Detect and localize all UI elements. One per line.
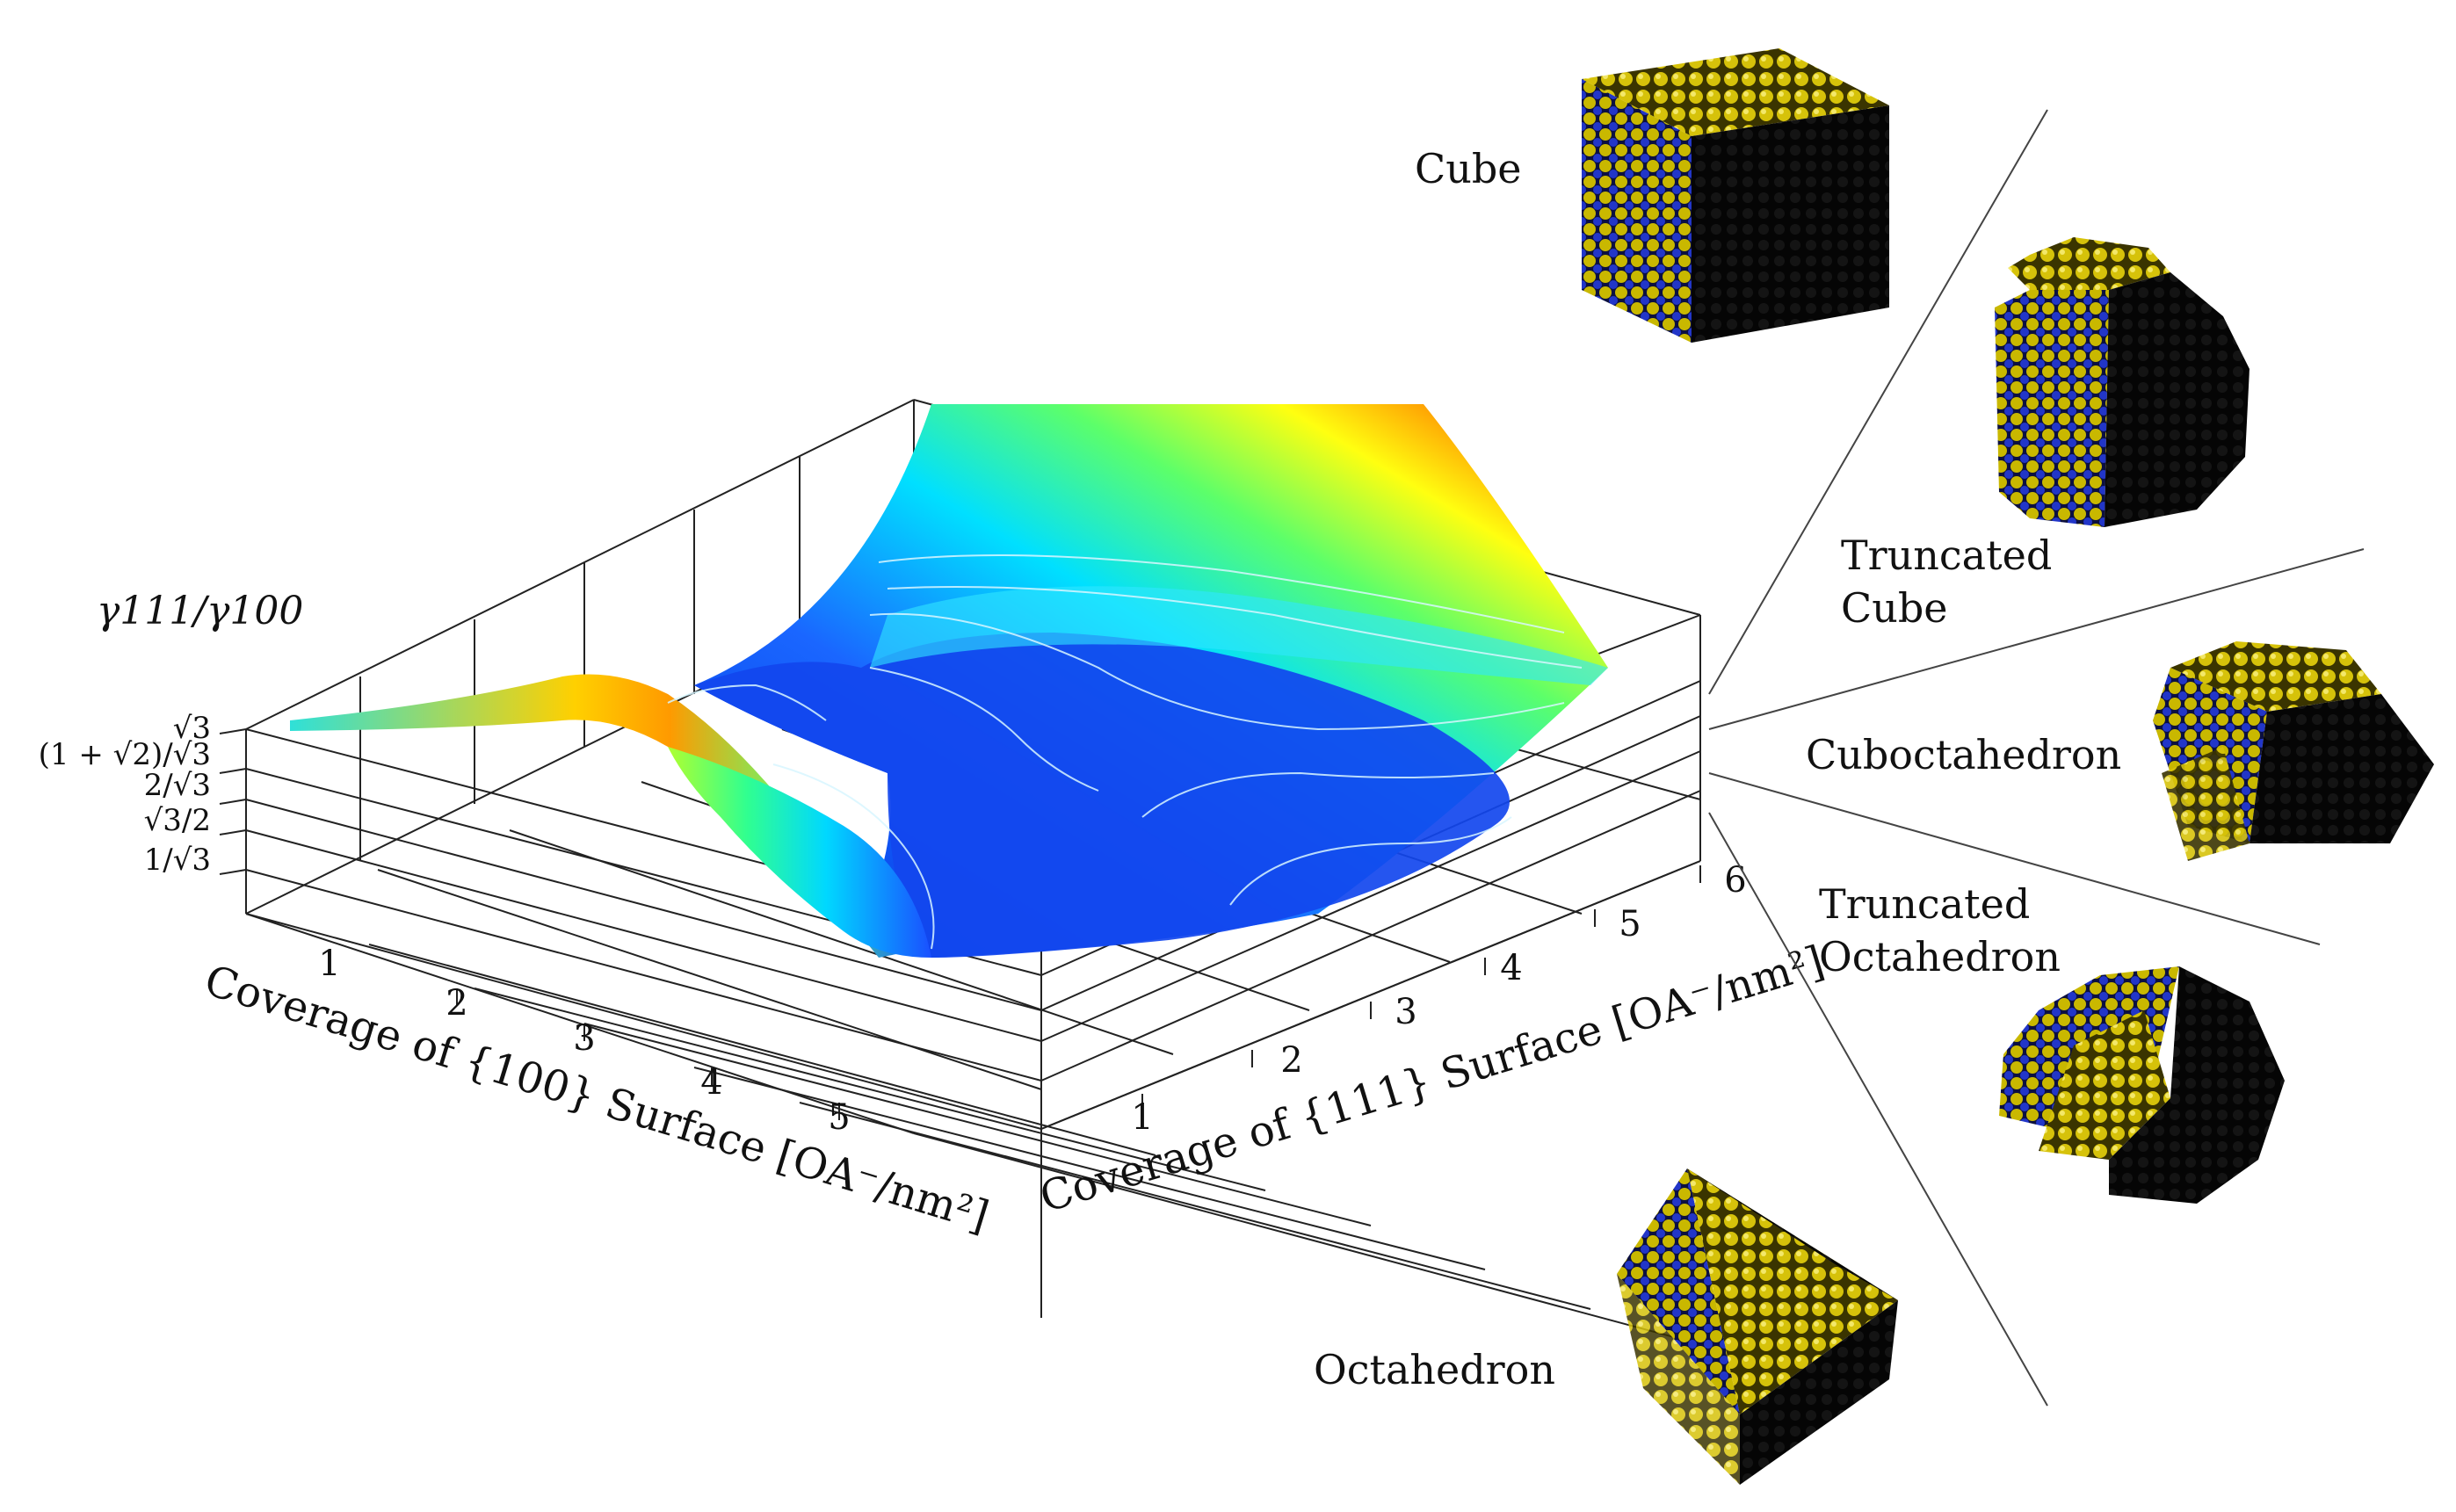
- x-tick-label: 4: [700, 1062, 722, 1103]
- octahedron-nanocrystal: [1617, 1168, 1898, 1485]
- x-tick-label: 1: [318, 944, 340, 984]
- z-tick-label: √3: [173, 711, 211, 746]
- x-axis: 1 2 3 4 5 Coverage of {100} Surface [OA⁻…: [199, 944, 994, 1241]
- cuboctahedron-nanocrystal: [2153, 641, 2434, 861]
- y-tick-label: 2: [1280, 1040, 1302, 1081]
- cube-nanocrystal: [1582, 48, 1889, 343]
- shape-label-cube: Cube: [1415, 145, 1522, 192]
- z-axis: γ111/γ100 √3 (1 + √2)/√3 2/√3 √3/2 1/√3: [39, 589, 304, 878]
- truncated-cube-nanocrystal: [1995, 237, 2250, 527]
- x-tick-label: 3: [573, 1018, 595, 1059]
- shape-label-truncated-octahedron: Octahedron: [1819, 933, 2061, 980]
- shape-label-octahedron: Octahedron: [1314, 1346, 1555, 1393]
- energy-ratio-surface: [290, 404, 1608, 958]
- x-tick-label: 2: [446, 983, 467, 1024]
- z-tick-label: 1/√3: [144, 843, 211, 878]
- y-tick-label: 5: [1619, 904, 1641, 944]
- y-tick-label: 3: [1395, 992, 1416, 1032]
- z-tick-label: √3/2: [144, 803, 211, 838]
- shape-label-cuboctahedron: Cuboctahedron: [1806, 731, 2121, 778]
- y-tick-label: 1: [1131, 1097, 1153, 1138]
- z-axis-label: γ111/γ100: [97, 589, 303, 633]
- z-tick-label: (1 + √2)/√3: [39, 737, 211, 772]
- shape-label-truncated-octahedron: Truncated: [1819, 880, 2030, 928]
- y-axis-label: Coverage of {111} Surface [OA⁻/nm²]: [1034, 937, 1829, 1222]
- shape-label-truncated-cube: Truncated: [1841, 532, 2052, 579]
- x-tick-label: 5: [828, 1097, 850, 1138]
- shape-label-truncated-cube: Cube: [1841, 584, 1948, 632]
- axes-grid: [219, 399, 1701, 1345]
- y-tick-label: 4: [1500, 948, 1522, 988]
- truncated-octahedron-nanocrystal: [1999, 966, 2285, 1204]
- shape-separators: [1708, 109, 2365, 1407]
- z-tick-label: 2/√3: [144, 768, 211, 803]
- y-tick-label: 6: [1724, 860, 1746, 901]
